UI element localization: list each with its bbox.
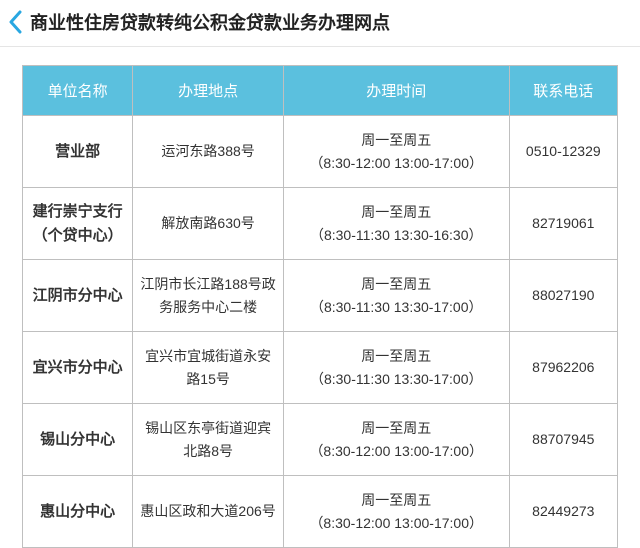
page-header: 商业性住房贷款转纯公积金贷款业务办理网点	[0, 0, 640, 47]
time-hours: （8:30-12:00 13:00-17:00）	[290, 152, 503, 174]
table-header-row: 单位名称 办理地点 办理时间 联系电话	[23, 66, 618, 116]
cell-unit: 建行崇宁支行（个贷中心）	[23, 188, 133, 260]
cell-phone: 82719061	[509, 188, 617, 260]
cell-time: 周一至周五 （8:30-12:00 13:00-17:00）	[283, 116, 509, 188]
cell-unit: 锡山分中心	[23, 404, 133, 476]
table-row: 惠山分中心 惠山区政和大道206号 周一至周五 （8:30-12:00 13:0…	[23, 476, 618, 548]
cell-location: 解放南路630号	[133, 188, 284, 260]
back-chevron-icon[interactable]	[6, 8, 24, 36]
time-hours: （8:30-11:30 13:30-17:00）	[290, 368, 503, 390]
cell-phone: 82449273	[509, 476, 617, 548]
table-row: 锡山分中心 锡山区东亭街道迎宾北路8号 周一至周五 （8:30-12:00 13…	[23, 404, 618, 476]
table-body: 营业部 运河东路388号 周一至周五 （8:30-12:00 13:00-17:…	[23, 116, 618, 548]
time-days: 周一至周五	[290, 489, 503, 511]
table-row: 营业部 运河东路388号 周一至周五 （8:30-12:00 13:00-17:…	[23, 116, 618, 188]
col-location: 办理地点	[133, 66, 284, 116]
page-title: 商业性住房贷款转纯公积金贷款业务办理网点	[30, 9, 390, 35]
cell-unit: 惠山分中心	[23, 476, 133, 548]
cell-location: 运河东路388号	[133, 116, 284, 188]
col-time: 办理时间	[283, 66, 509, 116]
cell-time: 周一至周五 （8:30-11:30 13:30-17:00）	[283, 332, 509, 404]
cell-time: 周一至周五 （8:30-12:00 13:00-17:00）	[283, 476, 509, 548]
time-days: 周一至周五	[290, 273, 503, 295]
time-days: 周一至周五	[290, 129, 503, 151]
cell-phone: 88707945	[509, 404, 617, 476]
time-days: 周一至周五	[290, 417, 503, 439]
cell-phone: 88027190	[509, 260, 617, 332]
time-hours: （8:30-12:00 13:00-17:00）	[290, 440, 503, 462]
time-hours: （8:30-11:30 13:30-17:00）	[290, 296, 503, 318]
time-days: 周一至周五	[290, 201, 503, 223]
cell-location: 江阴市长江路188号政务服务中心二楼	[133, 260, 284, 332]
col-unit: 单位名称	[23, 66, 133, 116]
table-row: 建行崇宁支行（个贷中心） 解放南路630号 周一至周五 （8:30-11:30 …	[23, 188, 618, 260]
cell-location: 宜兴市宜城街道永安路15号	[133, 332, 284, 404]
time-hours: （8:30-11:30 13:30-16:30）	[290, 224, 503, 246]
cell-location: 锡山区东亭街道迎宾北路8号	[133, 404, 284, 476]
cell-unit: 营业部	[23, 116, 133, 188]
cell-time: 周一至周五 （8:30-11:30 13:30-17:00）	[283, 260, 509, 332]
time-hours: （8:30-12:00 13:00-17:00）	[290, 512, 503, 534]
cell-phone: 0510-12329	[509, 116, 617, 188]
table-container: 单位名称 办理地点 办理时间 联系电话 营业部 运河东路388号 周一至周五 （…	[0, 47, 640, 548]
branches-table: 单位名称 办理地点 办理时间 联系电话 营业部 运河东路388号 周一至周五 （…	[22, 65, 618, 548]
col-phone: 联系电话	[509, 66, 617, 116]
table-row: 宜兴市分中心 宜兴市宜城街道永安路15号 周一至周五 （8:30-11:30 1…	[23, 332, 618, 404]
cell-time: 周一至周五 （8:30-11:30 13:30-16:30）	[283, 188, 509, 260]
time-days: 周一至周五	[290, 345, 503, 367]
cell-phone: 87962206	[509, 332, 617, 404]
cell-time: 周一至周五 （8:30-12:00 13:00-17:00）	[283, 404, 509, 476]
cell-location: 惠山区政和大道206号	[133, 476, 284, 548]
cell-unit: 江阴市分中心	[23, 260, 133, 332]
table-row: 江阴市分中心 江阴市长江路188号政务服务中心二楼 周一至周五 （8:30-11…	[23, 260, 618, 332]
cell-unit: 宜兴市分中心	[23, 332, 133, 404]
